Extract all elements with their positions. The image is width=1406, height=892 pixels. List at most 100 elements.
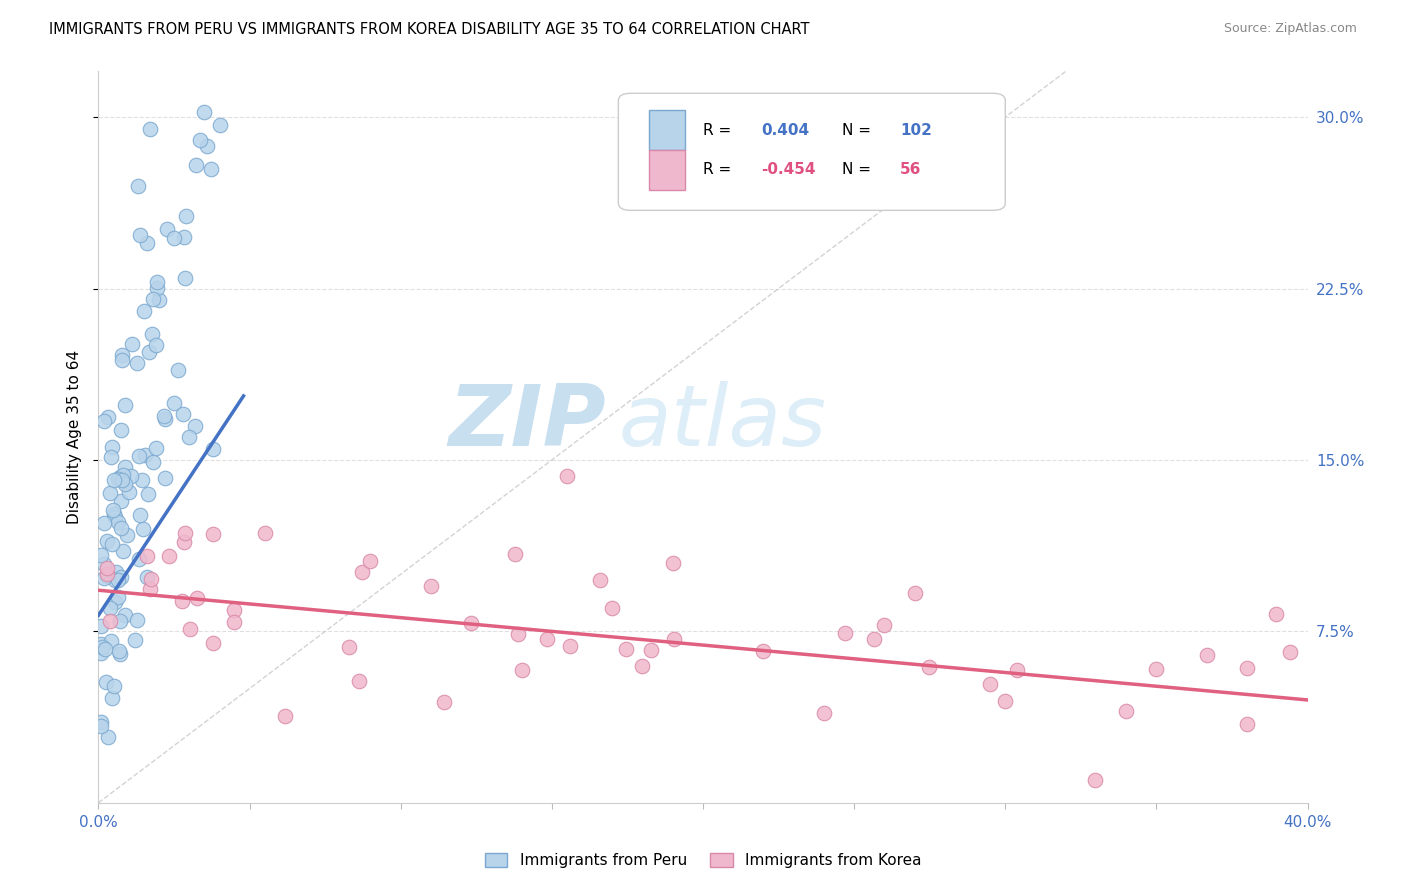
Point [873,618,896,632]
Point [134,448,156,462]
Text: -0.454: -0.454 [761,162,815,178]
Point [107,574,129,588]
Point [146,275,169,289]
Text: IMMIGRANTS FROM PERU VS IMMIGRANTS FROM KOREA DISABILITY AGE 35 TO 64 CORRELATIO: IMMIGRANTS FROM PERU VS IMMIGRANTS FROM … [49,22,810,37]
Point [108,615,131,629]
Point [136,570,159,584]
Point [193,104,215,119]
Point [114,477,136,491]
Point [94,674,117,689]
Point [273,708,295,723]
Point [93,516,115,530]
Point [141,572,163,586]
Point [200,161,222,176]
Point [128,552,150,566]
Point [107,644,129,658]
FancyBboxPatch shape [648,150,685,190]
Point [1083,772,1105,787]
Point [631,659,654,673]
Point [222,603,245,617]
Point [148,293,170,307]
Point [104,595,127,609]
Point [1236,717,1258,731]
Point [111,543,134,558]
Text: atlas: atlas [619,381,827,464]
Point [139,121,162,136]
Point [110,470,132,484]
Point [460,615,482,630]
Point [1195,648,1218,662]
Point [103,508,125,522]
Point [135,235,157,250]
Point [173,229,195,244]
Point [96,561,118,575]
Point [138,345,160,359]
Point [100,450,122,465]
Point [834,625,856,640]
Point [153,412,176,426]
Point [146,281,169,295]
Point [1265,607,1288,621]
Point [195,139,218,153]
Point [503,547,526,561]
Point [114,460,136,475]
Point [145,441,167,455]
Text: 0.404: 0.404 [761,123,810,137]
Point [170,593,193,607]
Legend: Immigrants from Peru, Immigrants from Korea: Immigrants from Peru, Immigrants from Ko… [485,854,921,868]
Point [103,680,125,694]
Point [555,469,578,483]
Text: Source: ZipAtlas.com: Source: ZipAtlas.com [1223,22,1357,36]
Point [508,627,530,641]
Point [157,549,180,563]
Point [101,690,124,705]
Point [602,601,624,615]
FancyBboxPatch shape [619,94,1005,211]
Point [222,615,245,630]
Point [136,549,159,563]
Point [347,673,370,688]
Point [107,472,129,486]
Point [904,586,927,600]
Point [1144,662,1167,676]
Point [589,573,612,587]
Point [111,474,134,488]
Point [664,632,686,646]
Point [129,508,152,522]
Point [104,510,127,524]
Point [90,637,112,651]
Point [142,292,165,306]
Point [110,521,132,535]
Point [136,487,159,501]
Text: N =: N = [842,123,876,137]
Point [153,409,176,423]
Point [186,591,208,605]
Point [141,455,163,469]
Point [1005,663,1028,677]
Point [96,569,118,583]
Point [174,209,197,223]
Text: 102: 102 [900,123,932,137]
Point [98,614,121,628]
Point [202,526,225,541]
Point [862,632,884,646]
Point [254,525,277,540]
Point [90,548,112,562]
Point [420,579,443,593]
Point [173,535,195,549]
Point [101,440,124,454]
Point [93,557,115,571]
Point [101,503,124,517]
Point [337,640,360,654]
Point [127,178,149,193]
Point [111,348,134,362]
Point [100,633,122,648]
Point [120,469,142,483]
Point [98,486,121,500]
Point [141,326,163,341]
Point [350,565,373,579]
Point [752,644,775,658]
Point [127,613,149,627]
Point [114,607,136,622]
Point [110,647,132,661]
